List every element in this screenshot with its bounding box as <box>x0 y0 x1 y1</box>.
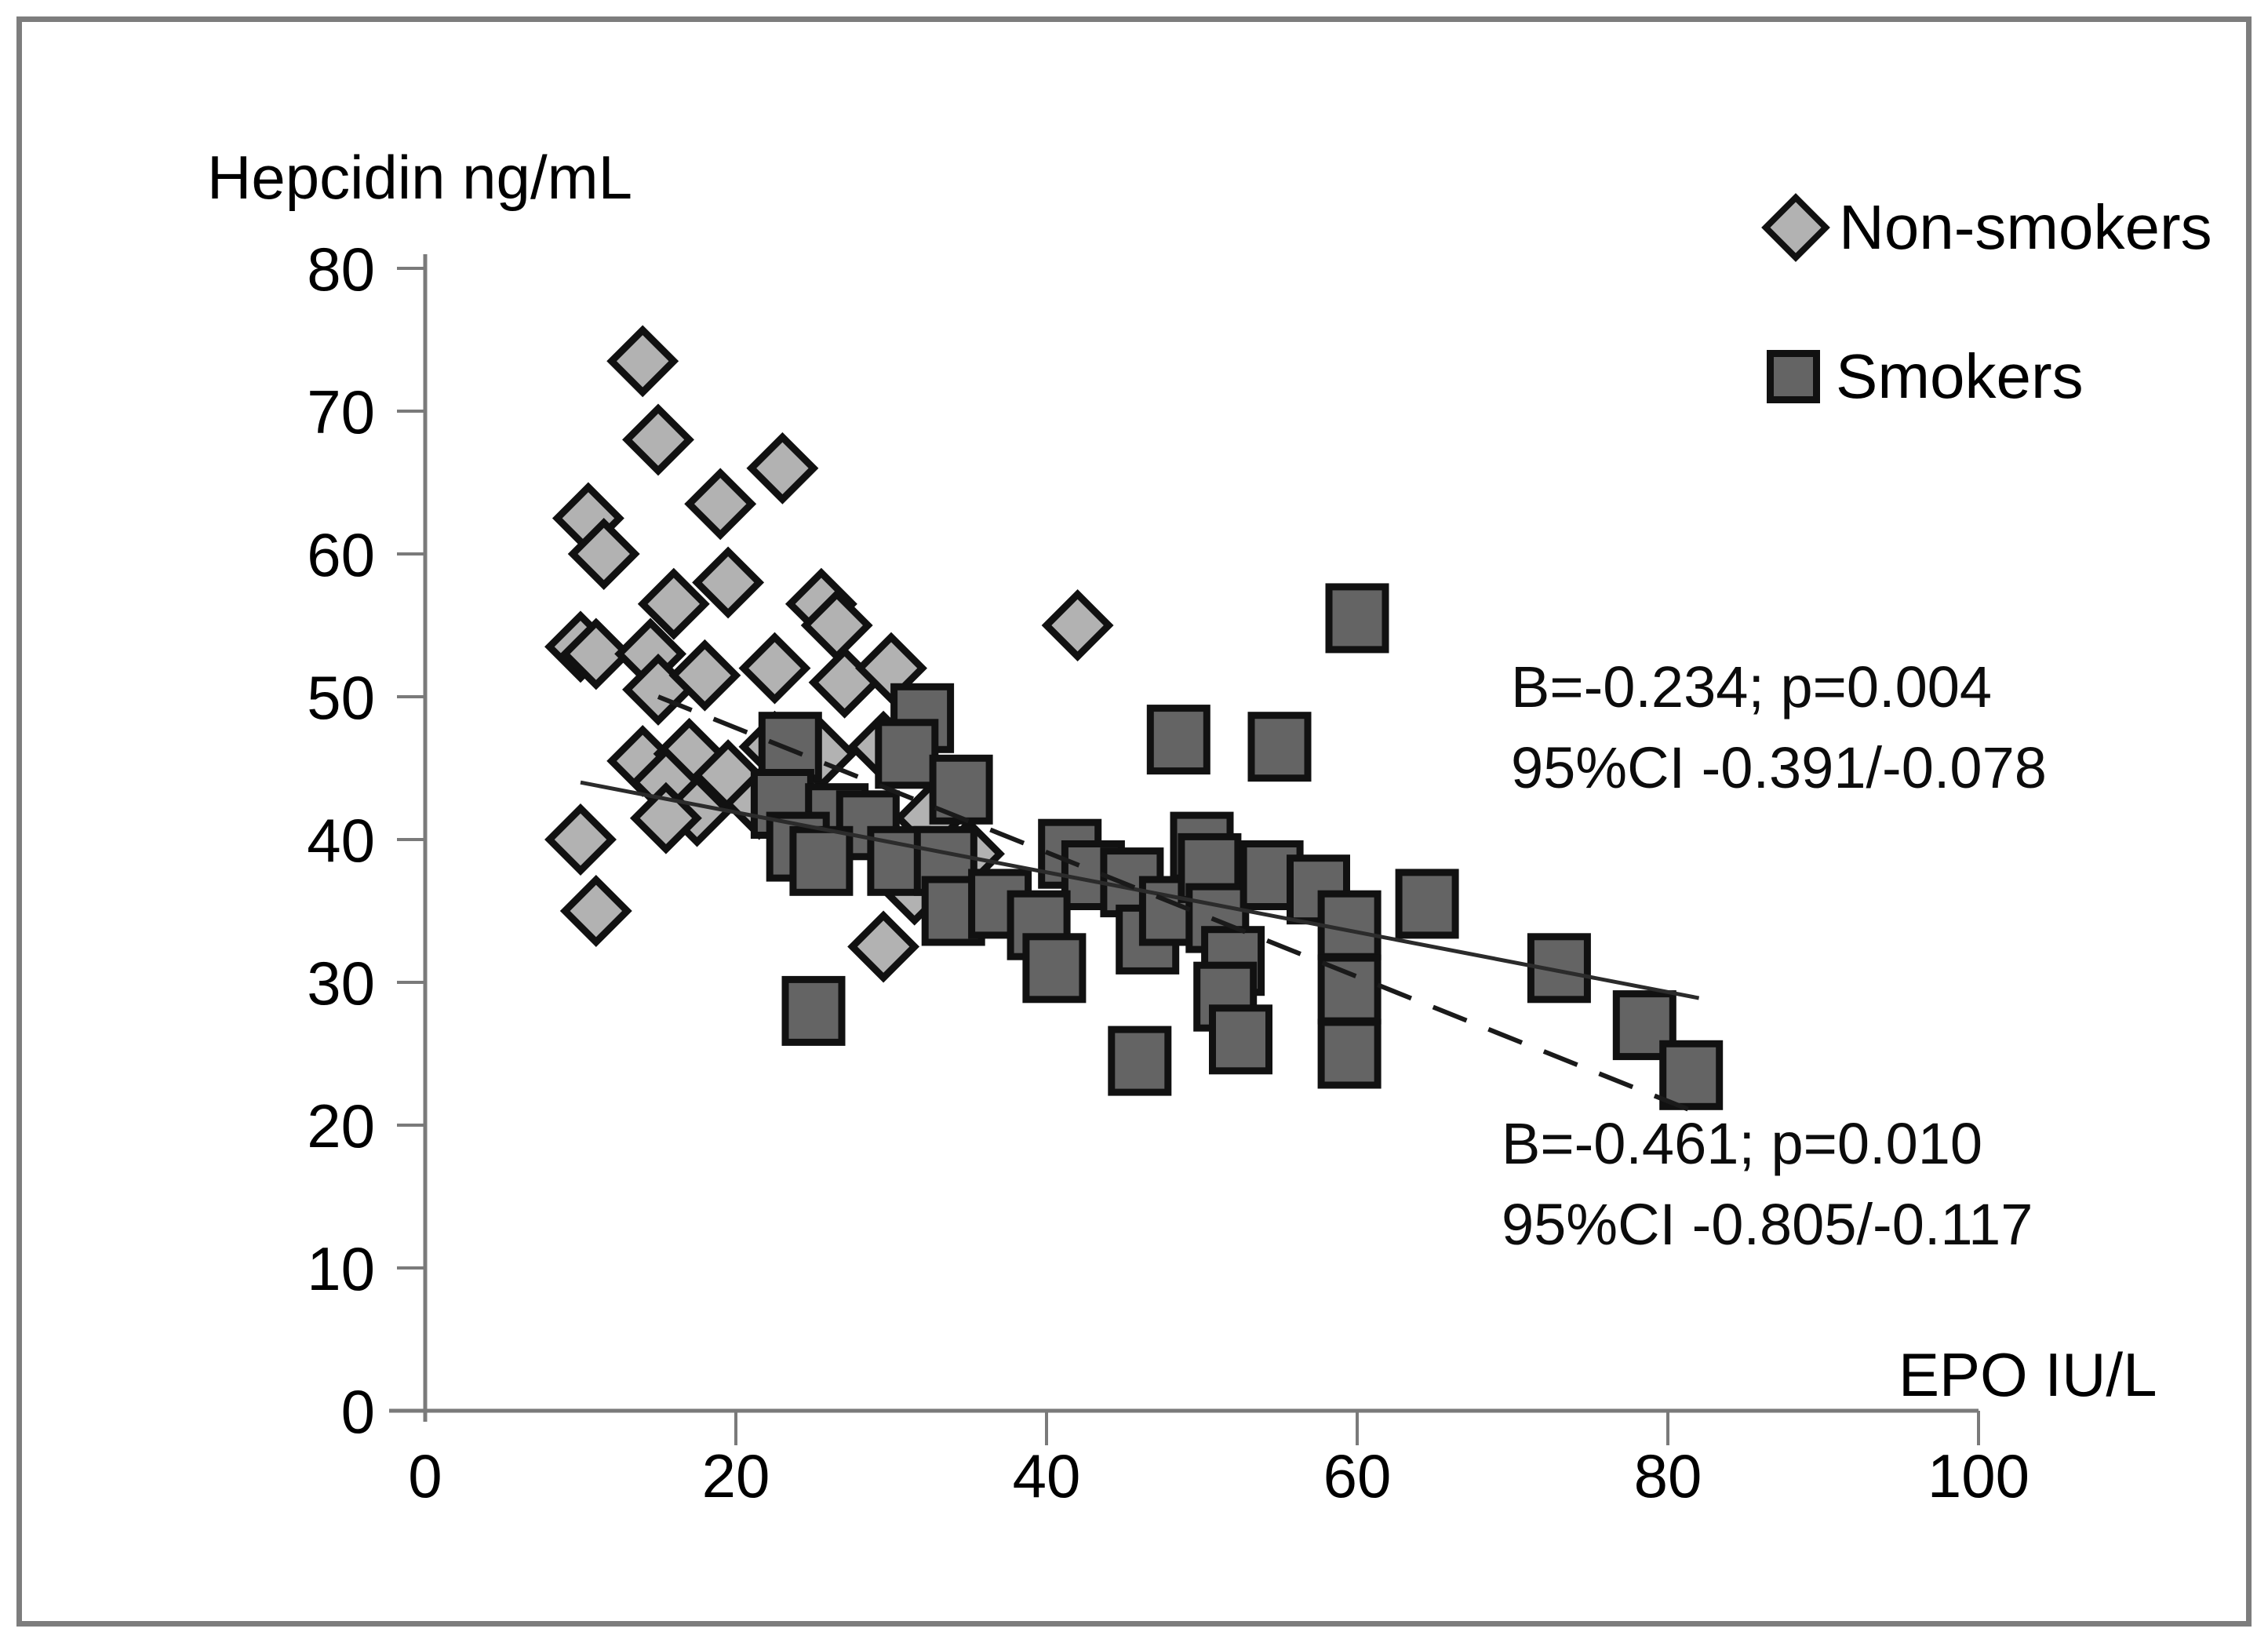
smoker-data-point <box>781 975 846 1046</box>
y-tick-label: 70 <box>307 377 375 446</box>
smoker-data-point <box>1209 1004 1272 1075</box>
legend-item-smokers: Smokers <box>1767 341 2084 413</box>
axes <box>389 254 1980 1445</box>
trend-lines <box>580 694 1700 1115</box>
square-marker-icon <box>1767 350 1820 403</box>
nonsmoker-data-point <box>800 589 873 661</box>
smoker-data-point <box>758 712 822 782</box>
x-tick-label: 60 <box>1323 1441 1392 1510</box>
y-tick-label: 80 <box>307 235 375 304</box>
data-points <box>544 325 1724 1110</box>
nonsmoker-data-point <box>559 617 632 690</box>
nonsmoker-data-point <box>1041 589 1114 661</box>
nonsmoker-data-point <box>684 468 757 541</box>
x-tick-label: 0 <box>408 1441 442 1510</box>
annotation-line: B=-0.234; p=0.004 <box>1511 654 1993 719</box>
figure-border <box>16 16 2252 1627</box>
y-tick-label: 40 <box>307 806 375 875</box>
x-axis-title: EPO IU/L <box>1898 1340 2157 1409</box>
smoker-data-point <box>1317 1018 1382 1089</box>
diamond-marker-icon <box>1761 193 1830 262</box>
annotation-line: B=-0.461; p=0.010 <box>1502 1111 1983 1176</box>
smoker-data-point <box>1325 583 1389 654</box>
y-axis-title: Hepcidin ng/mL <box>207 143 632 212</box>
nonsmoker-data-point <box>668 639 741 712</box>
annotation-line: 95%CI -0.805/-0.117 <box>1502 1192 2033 1257</box>
nonsmoker-data-point <box>738 632 811 705</box>
x-tick-label: 40 <box>1013 1441 1081 1510</box>
smoker-data-point <box>1108 1026 1172 1096</box>
nonsmoker-data-point <box>567 518 640 590</box>
smoker-data-point <box>1022 933 1087 1004</box>
y-tick-label: 0 <box>341 1377 375 1446</box>
nonsmoker-data-point <box>544 803 617 876</box>
x-tick-label: 20 <box>702 1441 770 1510</box>
annotation-line: 95%CI -0.391/-0.078 <box>1511 735 2047 800</box>
nonsmoker-data-point <box>847 910 920 983</box>
smoker-data-point <box>1395 869 1459 939</box>
nonsmoker-data-point <box>692 546 765 619</box>
y-tick-label: 50 <box>307 663 375 732</box>
legend-label-nonsmokers: Non-smokers <box>1839 192 2212 262</box>
smoker-data-point <box>1146 705 1210 775</box>
smokers-stats-annotation: B=-0.461; p=0.010 95%CI -0.805/-0.117 <box>1502 1103 2033 1265</box>
nonsmokers-stats-annotation: B=-0.234; p=0.004 95%CI -0.391/-0.078 <box>1511 647 2047 808</box>
smokers-regression-line <box>657 694 1697 1115</box>
tick-labels: 0 20 40 60 80 100 0 10 20 30 40 50 60 70 80 <box>307 235 2030 1510</box>
smoker-data-point <box>1659 1040 1724 1110</box>
y-tick-label: 60 <box>307 520 375 589</box>
x-tick-label: 80 <box>1634 1441 1702 1510</box>
nonsmoker-data-point <box>606 325 679 398</box>
smoker-data-point <box>789 825 854 896</box>
smoker-data-point <box>1247 712 1312 782</box>
x-tick-label: 100 <box>1928 1441 2030 1510</box>
legend-label-smokers: Smokers <box>1836 341 2084 411</box>
legend-item-nonsmokers: Non-smokers <box>1761 191 2212 264</box>
smoker-data-point <box>875 719 939 789</box>
y-tick-label: 10 <box>307 1234 375 1303</box>
nonsmoker-data-point <box>559 875 632 947</box>
y-tick-label: 20 <box>307 1091 375 1160</box>
nonsmoker-data-point <box>746 432 819 505</box>
y-tick-label: 30 <box>307 949 375 1018</box>
nonsmoker-data-point <box>637 567 710 640</box>
nonsmoker-data-point <box>622 403 694 476</box>
nonsmokers-regression-line <box>580 780 1700 1000</box>
